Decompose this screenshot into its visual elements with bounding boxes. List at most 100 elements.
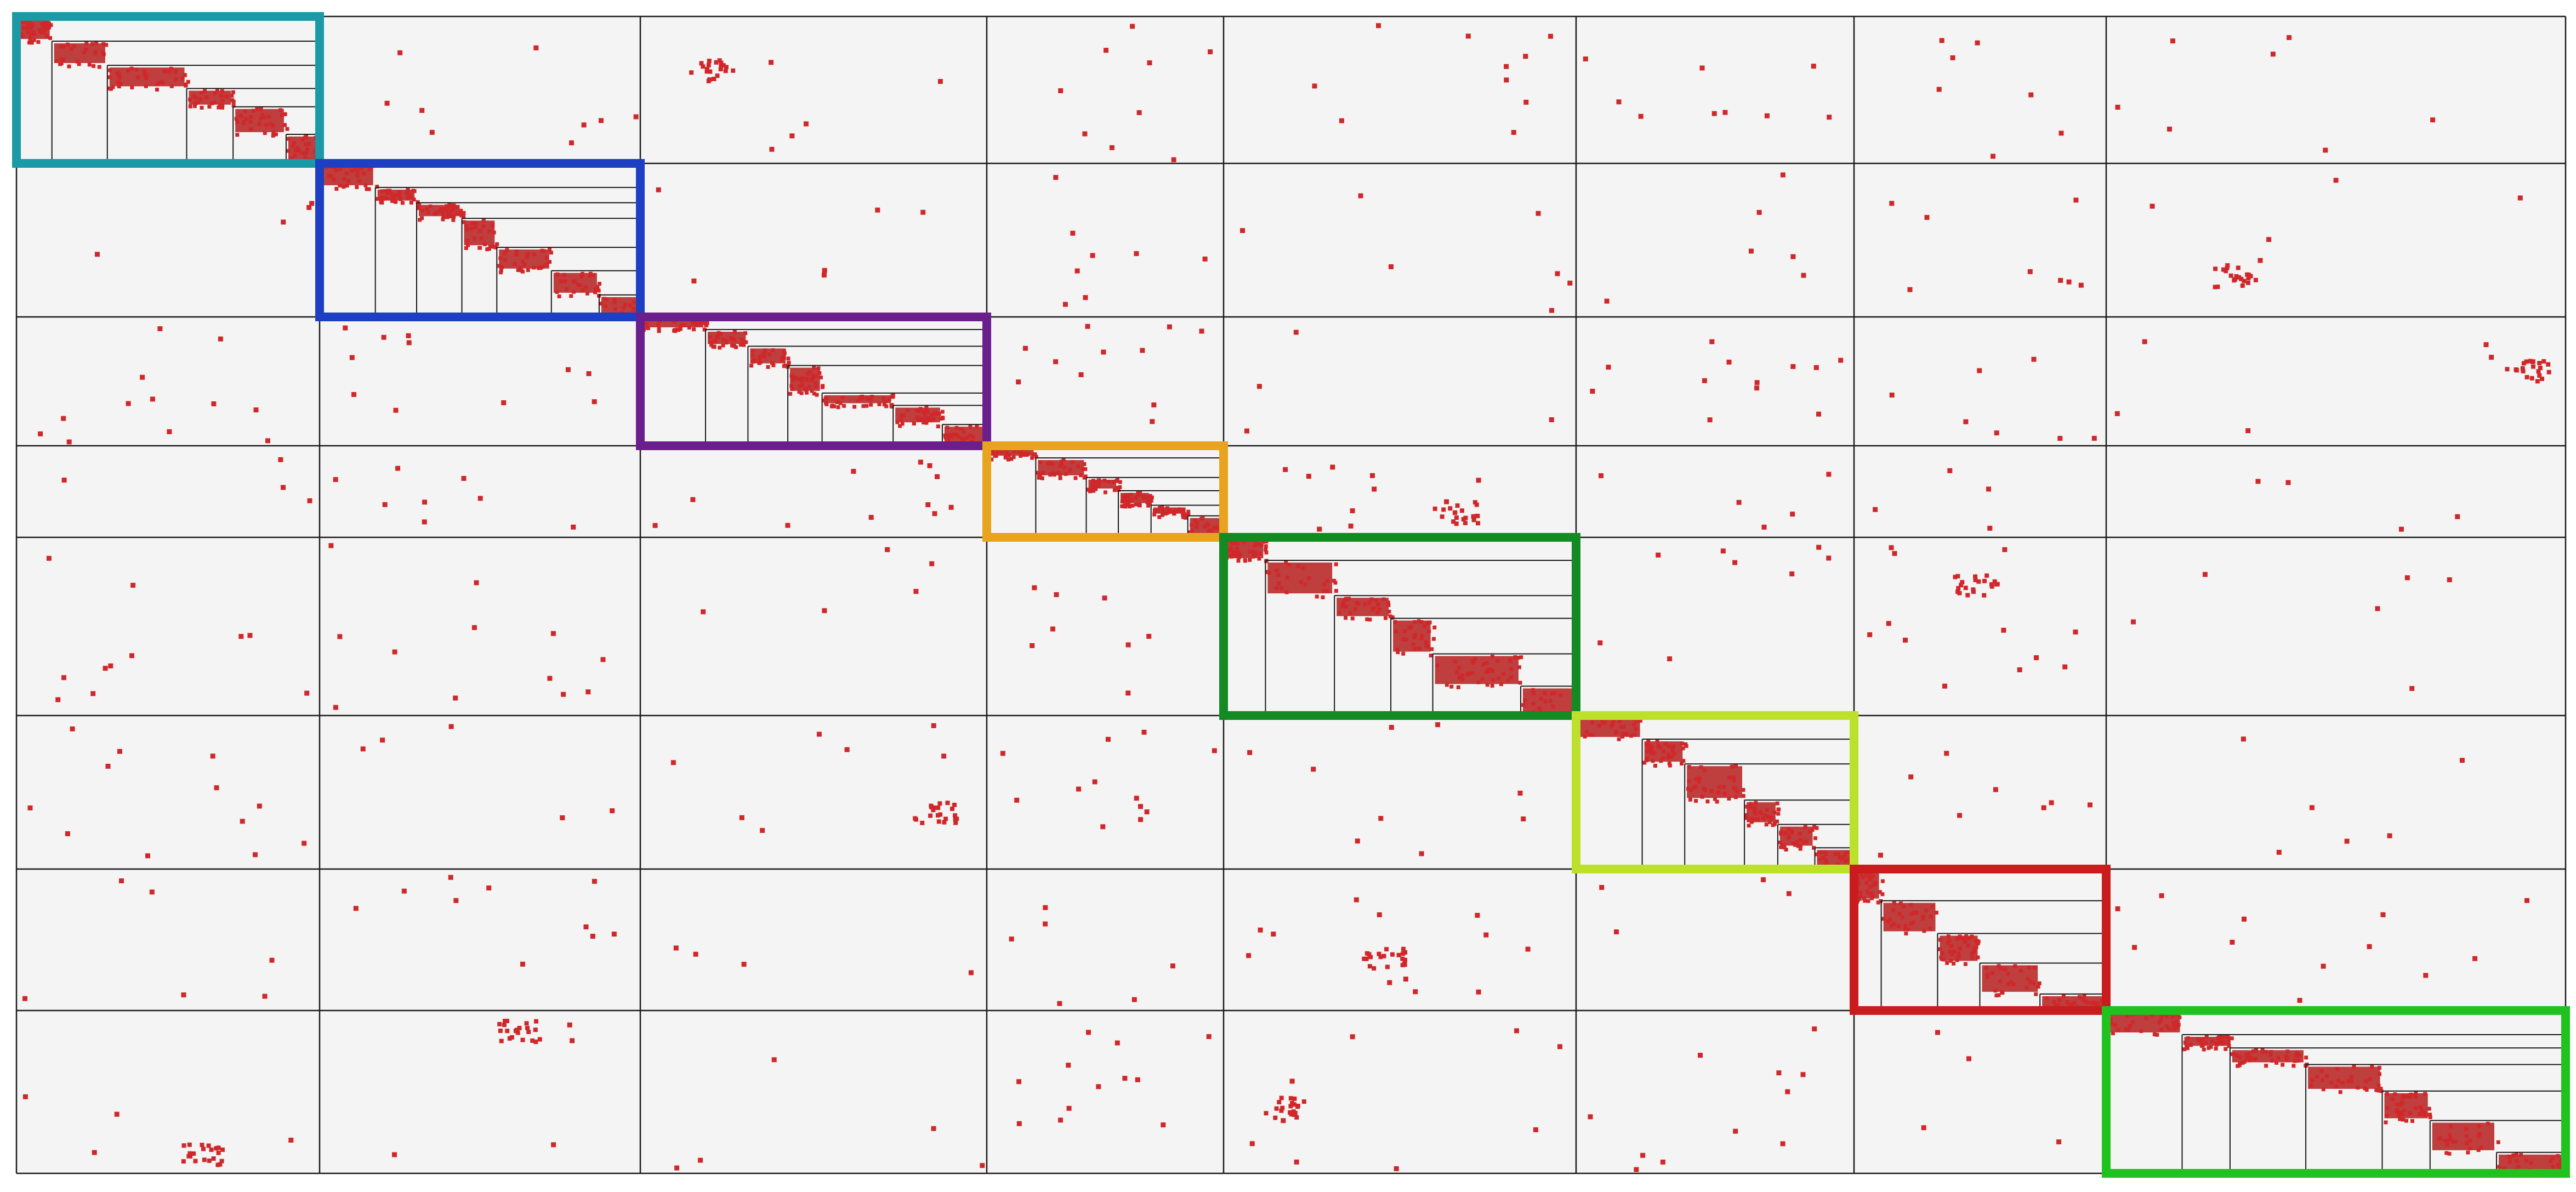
block-point [1466, 671, 1471, 676]
scatter-point [2528, 359, 2533, 364]
block-point [1864, 873, 1868, 878]
block-point [2335, 1066, 2340, 1071]
block-point [354, 167, 358, 172]
block-point [1193, 518, 1197, 523]
block-point [2466, 1150, 2470, 1155]
block-point [220, 89, 224, 93]
block-point [1622, 724, 1626, 729]
block-point [1090, 485, 1094, 489]
block-point [868, 398, 873, 402]
scatter-point [569, 140, 574, 146]
scatter-point [928, 813, 933, 818]
block-point [766, 365, 770, 369]
block-point [945, 425, 949, 430]
scatter-point [1167, 324, 1172, 330]
block-point [1112, 488, 1117, 492]
block-point [101, 52, 106, 56]
block-point [579, 274, 584, 279]
scatter-point [253, 407, 259, 413]
block-point [591, 273, 595, 277]
block-point [2486, 1121, 2490, 1126]
scatter-point [448, 724, 454, 729]
scatter-point [2514, 367, 2518, 372]
block-point [1163, 512, 1168, 516]
block-point [1481, 662, 1486, 667]
scatter-point [953, 813, 958, 818]
scatter-point [2483, 342, 2489, 348]
block-point [521, 259, 525, 264]
scatter-point [1726, 359, 1732, 365]
block-point [1632, 733, 1636, 737]
block-point [1230, 541, 1234, 546]
block-point [936, 424, 940, 429]
block-point [2026, 977, 2030, 981]
block-point [1997, 993, 2001, 997]
block-point [1702, 768, 1707, 773]
scatter-point [885, 547, 890, 552]
block-point [503, 258, 507, 262]
block-point [2100, 999, 2104, 1003]
block-point [2444, 1151, 2449, 1155]
scatter-point [704, 69, 709, 74]
block-point [532, 265, 536, 270]
scatter-point [1014, 797, 1020, 803]
block-point [1413, 647, 1417, 651]
block-point [379, 200, 383, 205]
block-point [1190, 523, 1194, 527]
block-point [2260, 1048, 2265, 1052]
block-point [412, 197, 416, 202]
block-point [2176, 1025, 2180, 1030]
block-point [2276, 1055, 2281, 1060]
block-point [1038, 460, 1042, 464]
block-point [411, 189, 416, 193]
block-point [1138, 491, 1142, 495]
block-point [721, 338, 725, 342]
scatter-point [1083, 295, 1088, 300]
block-point [1629, 734, 1633, 738]
block-point [899, 418, 903, 422]
block-point [1859, 872, 1863, 876]
block-point [1277, 581, 1281, 586]
block-point [1966, 943, 1970, 947]
block-point [719, 332, 723, 336]
scatter-point [2114, 411, 2120, 416]
scatter-point [1959, 583, 1964, 588]
block-point [2524, 1159, 2529, 1163]
scatter-point [2225, 265, 2230, 270]
block-point [2186, 1036, 2190, 1041]
block-point [1195, 520, 1199, 525]
scatter-point [699, 61, 704, 66]
block-point [1381, 597, 1386, 601]
scatter-point [247, 633, 253, 638]
block-point [1822, 856, 1826, 860]
block-point [465, 243, 470, 247]
scatter-point [1720, 548, 1726, 554]
block-point [2315, 1075, 2319, 1079]
scatter-point [2333, 178, 2339, 183]
block-point [192, 104, 197, 109]
block-point [2157, 1020, 2161, 1025]
block-point [117, 76, 122, 80]
block-point [1167, 508, 1172, 512]
block-point [814, 384, 818, 388]
scatter-point [1474, 502, 1479, 507]
block-point [1091, 479, 1095, 483]
block-point [1264, 548, 1268, 552]
block-point [1315, 594, 1319, 599]
block-point [1455, 671, 1459, 675]
scatter-point [1381, 953, 1386, 958]
scatter-point [2215, 285, 2220, 290]
scatter-point [980, 1163, 985, 1168]
block-point [1642, 760, 1647, 765]
block-point [2056, 1003, 2061, 1007]
block-point [1094, 487, 1098, 491]
scatter-point [771, 1057, 777, 1063]
scatter-point [2367, 944, 2372, 949]
scatter-point [1066, 1105, 1072, 1111]
block-point [2556, 1154, 2560, 1158]
block-point [334, 186, 339, 191]
block-point [593, 290, 598, 294]
scatter-point [1827, 115, 1832, 120]
block-point [2401, 1117, 2405, 1122]
block-point [1876, 900, 1880, 905]
